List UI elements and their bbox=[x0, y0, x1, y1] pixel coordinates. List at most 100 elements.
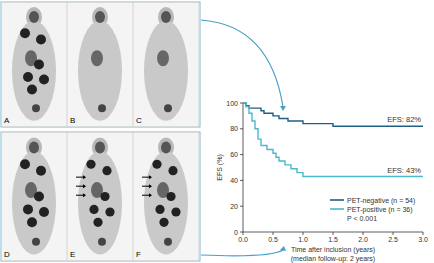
x-tick bbox=[363, 232, 364, 235]
lesion bbox=[20, 28, 30, 38]
lesion bbox=[23, 204, 33, 214]
y-tick bbox=[240, 103, 243, 104]
y-tick bbox=[240, 154, 243, 155]
lesion bbox=[39, 75, 49, 85]
pointer-arrowhead bbox=[149, 184, 152, 188]
lesion bbox=[100, 192, 109, 201]
link-arrowhead bbox=[280, 246, 286, 251]
link-arrow bbox=[201, 250, 283, 256]
panel-label: D bbox=[4, 250, 10, 259]
bladder bbox=[164, 104, 172, 112]
annotation: EFS: 82% bbox=[387, 115, 421, 124]
y-tick-label: 0 bbox=[234, 229, 238, 236]
pet-image bbox=[134, 3, 199, 127]
pointer-arrowhead bbox=[83, 175, 86, 179]
y-tick-label: 80 bbox=[230, 125, 238, 132]
lesion bbox=[166, 192, 175, 201]
x-tick-label: 0.0 bbox=[238, 236, 248, 243]
pet-image bbox=[68, 3, 133, 127]
pet-image bbox=[134, 133, 199, 261]
y-tick bbox=[240, 180, 243, 181]
bladder bbox=[98, 238, 106, 246]
brain bbox=[29, 141, 39, 153]
lesion bbox=[27, 217, 37, 227]
panel-bg bbox=[134, 3, 199, 127]
lesion bbox=[34, 192, 44, 202]
x-axis-label: Time after inclusion (years) bbox=[291, 246, 375, 254]
annotation: EFS: 43% bbox=[387, 166, 421, 175]
pointer-arrowhead bbox=[149, 175, 152, 179]
panel-bg bbox=[2, 133, 67, 261]
lesion bbox=[20, 159, 30, 169]
pet-image bbox=[2, 3, 67, 127]
legend-swatch bbox=[330, 199, 344, 201]
lesion bbox=[36, 166, 46, 176]
link-arrowhead bbox=[280, 106, 286, 111]
panel-label: F bbox=[136, 250, 141, 259]
p-value: P < 0.001 bbox=[347, 215, 377, 222]
lesion bbox=[93, 218, 102, 227]
bladder bbox=[98, 104, 106, 112]
pet-image bbox=[68, 133, 133, 261]
survival-curve bbox=[243, 103, 423, 177]
torso bbox=[78, 21, 122, 121]
brain bbox=[161, 141, 171, 153]
torso bbox=[144, 151, 188, 254]
brain bbox=[95, 11, 105, 23]
y-tick-label: 60 bbox=[230, 151, 238, 158]
x-tick bbox=[393, 232, 394, 235]
panel-label: B bbox=[70, 116, 75, 125]
panel-bg bbox=[68, 133, 133, 261]
legend-label: PET-positive (n = 36) bbox=[347, 206, 413, 214]
y-axis bbox=[243, 103, 244, 232]
lesion bbox=[27, 85, 37, 95]
x-tick-label: 1.5 bbox=[328, 236, 338, 243]
torso bbox=[12, 21, 56, 121]
pointer-arrowhead bbox=[149, 193, 152, 197]
x-tick-label: 2.5 bbox=[388, 236, 398, 243]
brain bbox=[161, 11, 171, 23]
torso bbox=[144, 21, 188, 121]
lesion bbox=[34, 60, 44, 70]
y-tick bbox=[240, 128, 243, 129]
y-tick bbox=[240, 232, 243, 233]
x-axis-sublabel: (median follow-up: 2 years) bbox=[291, 255, 375, 263]
panel-bg bbox=[2, 3, 67, 127]
pointer-arrowhead bbox=[83, 184, 86, 188]
panel-bg bbox=[134, 133, 199, 261]
plot-area bbox=[243, 103, 423, 177]
lesion bbox=[155, 205, 164, 214]
panel-label: A bbox=[4, 116, 10, 125]
pet-image bbox=[2, 133, 67, 261]
legend-label: PET-negative (n = 54) bbox=[347, 197, 415, 205]
legend-swatch bbox=[330, 208, 344, 210]
lesion bbox=[105, 207, 114, 216]
panel-bg bbox=[68, 3, 133, 127]
pointer-arrowhead bbox=[83, 193, 86, 197]
x-tick bbox=[423, 232, 424, 235]
lesion bbox=[39, 207, 49, 217]
x-tick bbox=[243, 232, 244, 235]
panel-row bbox=[1, 2, 200, 127]
y-tick-label: 100 bbox=[226, 100, 238, 107]
panel-row bbox=[1, 132, 200, 261]
lesion bbox=[89, 205, 98, 214]
lesion bbox=[159, 218, 168, 227]
torso bbox=[78, 151, 122, 254]
heart bbox=[91, 50, 103, 66]
x-tick bbox=[303, 232, 304, 235]
heart bbox=[157, 50, 169, 66]
brain bbox=[29, 11, 39, 23]
lesion bbox=[152, 160, 161, 169]
bladder bbox=[32, 238, 40, 246]
lesion bbox=[168, 166, 177, 175]
x-tick bbox=[273, 232, 274, 235]
y-axis-label: EFS (%) bbox=[216, 154, 224, 180]
brain bbox=[95, 141, 105, 153]
lesion bbox=[171, 207, 180, 216]
lesion bbox=[36, 35, 46, 45]
torso bbox=[12, 151, 56, 254]
x-tick-label: 2.0 bbox=[358, 236, 368, 243]
panel-label: C bbox=[136, 116, 142, 125]
y-tick-label: 20 bbox=[230, 203, 238, 210]
